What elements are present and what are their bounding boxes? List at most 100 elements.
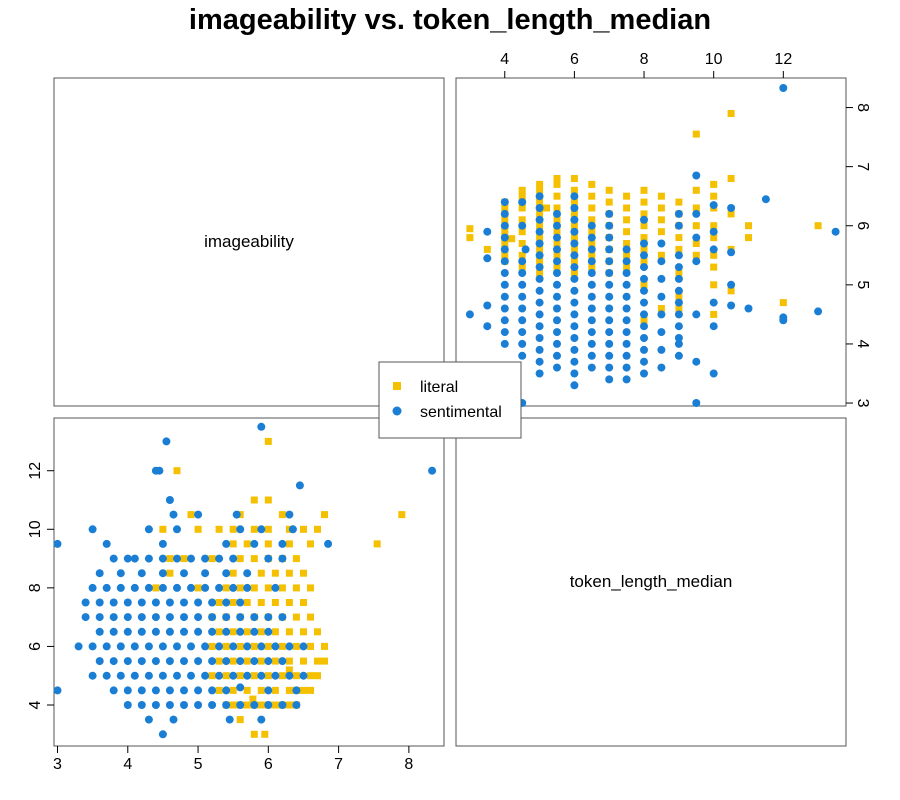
point-sentimental [109,657,118,666]
point-literal [588,180,596,188]
point-sentimental [570,263,579,272]
point-literal [605,198,613,206]
point-sentimental [500,257,509,266]
point-literal [710,180,718,188]
point-literal [173,467,181,475]
point-sentimental [570,345,579,354]
point-sentimental [180,569,188,578]
point-sentimental [123,598,132,607]
diag-label-imageability: imageability [204,232,294,251]
point-sentimental [180,657,188,666]
point-literal [640,186,648,194]
point-literal [692,186,700,194]
point-sentimental [622,339,631,348]
point-literal [570,257,578,265]
point-sentimental [130,642,139,651]
point-sentimental [271,642,280,651]
point-literal [300,657,307,665]
point-literal [264,540,272,548]
point-sentimental [158,583,167,592]
point-sentimental [155,466,164,475]
point-literal [745,222,752,230]
point-literal [314,657,321,665]
point-sentimental [640,251,648,260]
point-literal [236,672,244,680]
points-top-right [465,84,840,407]
point-sentimental [165,598,174,607]
point-literal [536,198,544,206]
point-literal [623,204,631,212]
point-sentimental [201,569,210,578]
point-literal [710,310,718,318]
y-tick-label: 7 [854,162,871,171]
point-literal [536,269,544,277]
point-sentimental [587,316,596,325]
point-literal [466,225,474,233]
point-sentimental [102,642,111,651]
point-sentimental [165,627,174,636]
point-sentimental [144,583,153,592]
point-literal [236,555,244,563]
point-sentimental [640,298,648,307]
point-sentimental [709,245,718,254]
point-literal [501,216,509,224]
point-sentimental [201,554,210,563]
point-literal [536,210,544,218]
point-literal [243,628,251,636]
point-sentimental [657,239,666,248]
point-literal [657,192,665,200]
legend-label-sentimental: sentimental [420,404,502,421]
point-sentimental [285,642,294,651]
point-literal [264,672,272,680]
point-sentimental [95,627,104,636]
point-literal [623,228,631,236]
point-sentimental [137,701,146,709]
point-sentimental [243,583,252,592]
point-sentimental [605,269,614,277]
point-sentimental [53,686,62,695]
point-sentimental [692,310,701,319]
points-bottom-left [53,422,437,739]
point-sentimental [727,280,736,289]
point-literal [250,555,258,563]
point-sentimental [194,686,203,695]
point-sentimental [116,583,125,592]
point-sentimental [201,642,210,651]
point-literal [250,525,258,533]
point-literal [640,234,648,242]
point-sentimental [264,686,273,695]
point-sentimental [123,627,132,636]
point-sentimental [587,245,596,254]
point-literal [285,686,293,694]
point-sentimental [222,539,231,548]
point-sentimental [257,715,266,724]
point-sentimental [278,554,287,563]
point-sentimental [570,227,579,236]
point-sentimental [278,613,287,622]
point-sentimental [229,583,238,592]
point-literal [278,584,286,592]
point-sentimental [535,239,544,248]
point-sentimental [222,701,231,709]
point-sentimental [674,251,683,260]
x-axis-top: 4 6 8 10 12 [500,51,792,78]
point-literal [553,216,561,224]
y-tick-label: 8 [854,103,871,112]
point-literal [483,245,491,253]
point-literal [243,686,251,694]
x-tick-label: 6 [570,51,579,68]
point-literal [285,657,293,665]
point-literal [675,305,683,312]
point-sentimental [173,642,181,651]
point-sentimental [553,245,561,254]
point-sentimental [500,221,509,230]
point-sentimental [109,627,118,636]
point-sentimental [657,363,666,372]
point-sentimental [535,192,544,201]
point-sentimental [144,642,153,651]
point-sentimental [657,328,666,337]
point-literal [215,686,223,694]
panel-scatter-bottom-left: 3 4 5 6 7 8 4 6 8 10 12 [27,417,445,773]
point-literal [285,628,293,636]
point-literal [152,584,160,592]
